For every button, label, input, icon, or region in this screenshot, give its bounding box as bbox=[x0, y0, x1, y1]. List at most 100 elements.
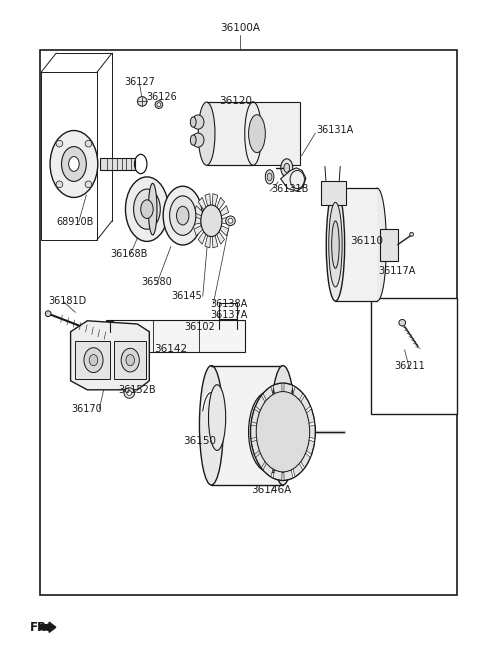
Ellipse shape bbox=[191, 135, 196, 145]
Ellipse shape bbox=[267, 173, 272, 181]
Text: 36137A: 36137A bbox=[210, 310, 248, 320]
Bar bbox=[39, 50, 457, 595]
Polygon shape bbox=[293, 387, 303, 400]
Polygon shape bbox=[251, 440, 259, 455]
Polygon shape bbox=[251, 409, 259, 423]
Ellipse shape bbox=[125, 177, 168, 242]
Ellipse shape bbox=[191, 117, 196, 127]
Ellipse shape bbox=[169, 196, 196, 235]
Text: 36126: 36126 bbox=[146, 92, 177, 102]
Polygon shape bbox=[198, 231, 206, 244]
Ellipse shape bbox=[198, 102, 215, 165]
Ellipse shape bbox=[192, 133, 204, 147]
Polygon shape bbox=[194, 226, 203, 236]
Polygon shape bbox=[212, 235, 218, 248]
Polygon shape bbox=[301, 453, 311, 468]
Text: 36100A: 36100A bbox=[220, 23, 260, 34]
Bar bbox=[114, 341, 146, 379]
Bar bbox=[107, 320, 245, 353]
Ellipse shape bbox=[368, 188, 386, 301]
Polygon shape bbox=[255, 453, 265, 468]
Ellipse shape bbox=[208, 385, 226, 450]
Bar bbox=[211, 365, 283, 485]
Polygon shape bbox=[194, 205, 203, 216]
Ellipse shape bbox=[141, 200, 153, 218]
Polygon shape bbox=[71, 321, 149, 390]
Text: 36580: 36580 bbox=[141, 277, 172, 287]
Ellipse shape bbox=[271, 365, 295, 485]
Ellipse shape bbox=[281, 159, 293, 177]
Text: 36102: 36102 bbox=[184, 322, 215, 332]
Ellipse shape bbox=[137, 97, 147, 106]
Ellipse shape bbox=[199, 365, 223, 485]
Text: 36152B: 36152B bbox=[119, 385, 156, 395]
Polygon shape bbox=[251, 425, 256, 439]
Polygon shape bbox=[205, 194, 210, 206]
Ellipse shape bbox=[284, 163, 289, 172]
Polygon shape bbox=[273, 383, 282, 393]
Polygon shape bbox=[301, 395, 311, 410]
Ellipse shape bbox=[61, 146, 86, 181]
Polygon shape bbox=[198, 197, 206, 210]
Polygon shape bbox=[216, 197, 225, 210]
Ellipse shape bbox=[177, 206, 189, 225]
Bar bbox=[336, 188, 377, 301]
Ellipse shape bbox=[56, 181, 63, 188]
Ellipse shape bbox=[133, 189, 160, 229]
Polygon shape bbox=[307, 440, 315, 455]
Text: 36145: 36145 bbox=[171, 291, 202, 301]
Ellipse shape bbox=[56, 141, 63, 147]
Ellipse shape bbox=[226, 216, 235, 226]
Polygon shape bbox=[307, 409, 315, 423]
Text: 36110: 36110 bbox=[350, 237, 383, 246]
Polygon shape bbox=[273, 470, 282, 480]
Bar bbox=[206, 102, 300, 165]
Ellipse shape bbox=[85, 141, 92, 147]
Polygon shape bbox=[263, 463, 273, 477]
Text: 36211: 36211 bbox=[394, 361, 425, 371]
Bar bbox=[75, 341, 110, 379]
Ellipse shape bbox=[148, 183, 157, 235]
Ellipse shape bbox=[127, 391, 132, 395]
Text: 36131A: 36131A bbox=[316, 126, 354, 135]
Bar bbox=[100, 157, 135, 170]
Text: 36170: 36170 bbox=[71, 404, 102, 414]
Polygon shape bbox=[263, 387, 273, 400]
Text: 36181D: 36181D bbox=[48, 296, 86, 307]
Ellipse shape bbox=[326, 188, 345, 301]
Ellipse shape bbox=[249, 115, 265, 153]
Polygon shape bbox=[193, 217, 201, 225]
Bar bbox=[371, 298, 457, 414]
Ellipse shape bbox=[265, 170, 274, 184]
Text: 36142: 36142 bbox=[154, 343, 187, 354]
Ellipse shape bbox=[121, 349, 139, 372]
Ellipse shape bbox=[409, 233, 413, 237]
Text: 68910B: 68910B bbox=[56, 217, 94, 227]
Text: 36138A: 36138A bbox=[210, 299, 248, 309]
Text: 36168B: 36168B bbox=[110, 249, 147, 259]
Ellipse shape bbox=[126, 354, 134, 365]
Ellipse shape bbox=[124, 388, 134, 399]
Ellipse shape bbox=[45, 311, 51, 317]
Text: 36150: 36150 bbox=[183, 437, 216, 446]
Ellipse shape bbox=[329, 202, 342, 287]
Polygon shape bbox=[284, 470, 293, 480]
Polygon shape bbox=[205, 235, 210, 248]
Ellipse shape bbox=[399, 319, 406, 326]
Text: 36146A: 36146A bbox=[251, 485, 291, 496]
Ellipse shape bbox=[201, 205, 222, 237]
Polygon shape bbox=[222, 217, 229, 225]
Text: 36127: 36127 bbox=[124, 77, 155, 87]
Polygon shape bbox=[281, 168, 306, 191]
Ellipse shape bbox=[157, 103, 161, 106]
Ellipse shape bbox=[85, 181, 92, 188]
Ellipse shape bbox=[89, 354, 98, 365]
Bar bbox=[218, 303, 237, 319]
Polygon shape bbox=[212, 194, 218, 206]
Bar bbox=[269, 391, 283, 472]
FancyArrow shape bbox=[40, 622, 56, 632]
Polygon shape bbox=[293, 463, 303, 477]
Ellipse shape bbox=[192, 115, 204, 129]
Text: 36131B: 36131B bbox=[271, 183, 308, 194]
Ellipse shape bbox=[332, 221, 339, 268]
